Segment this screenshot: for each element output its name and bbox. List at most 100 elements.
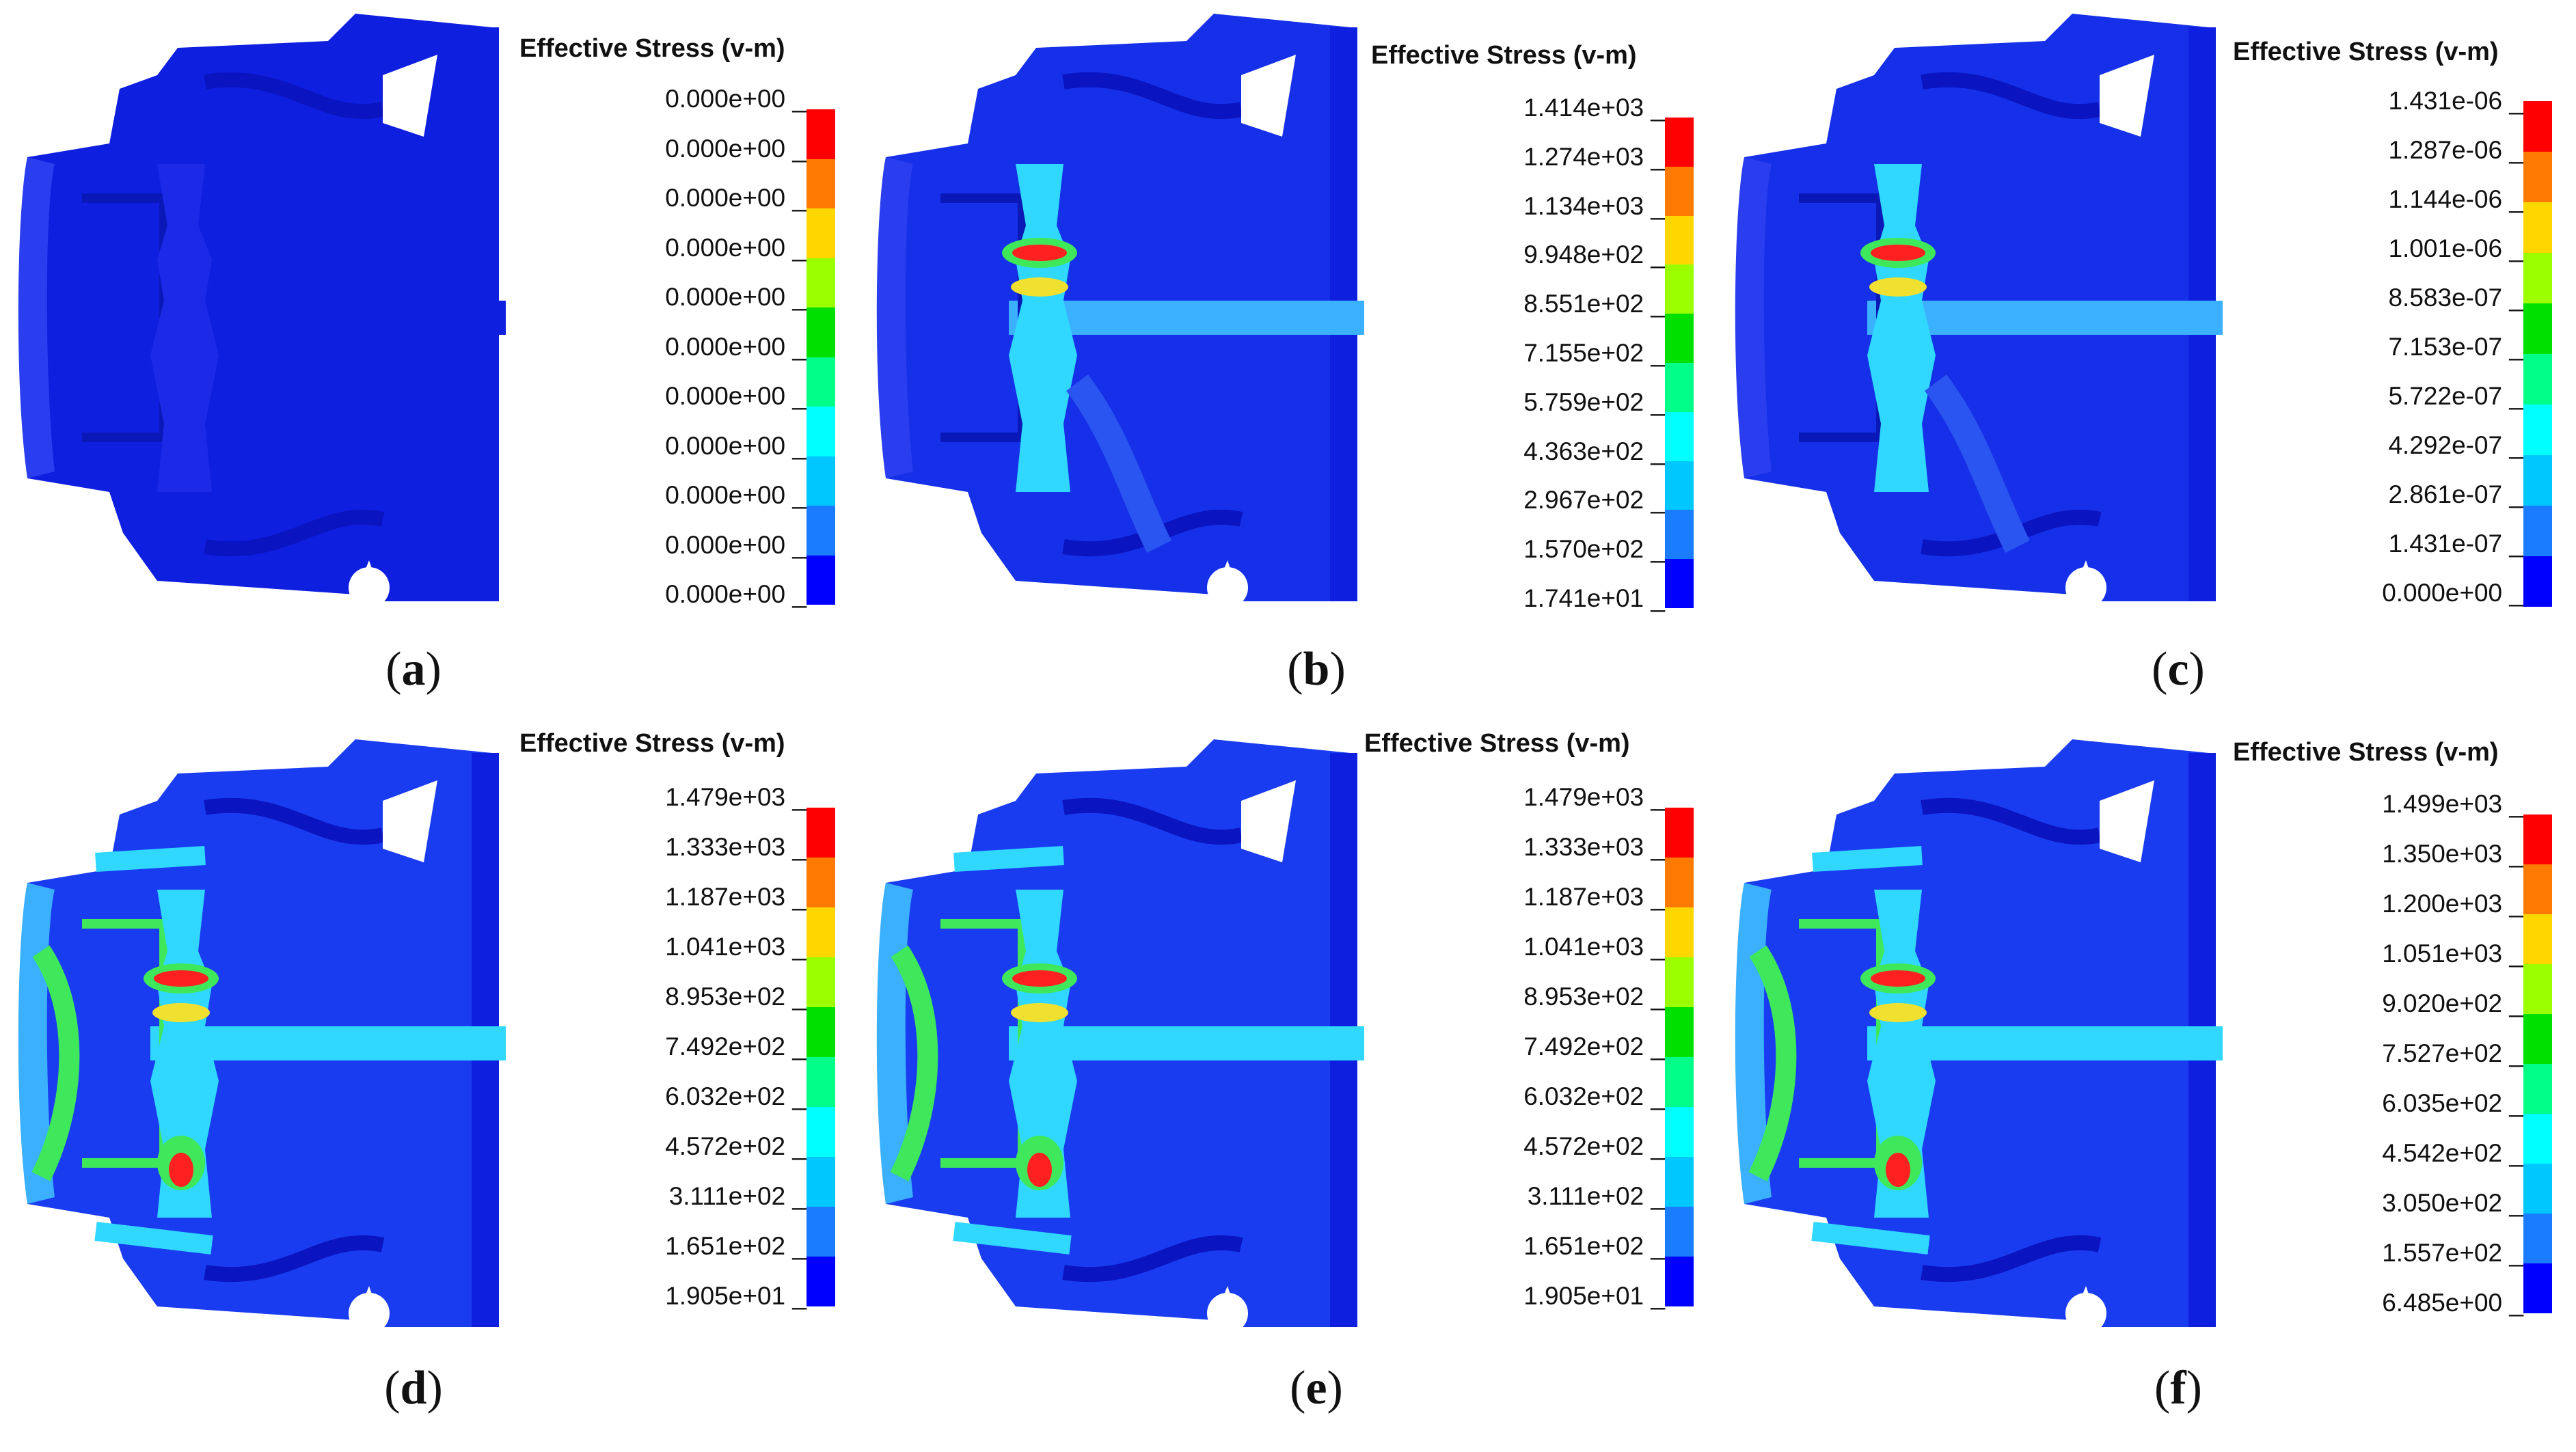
legend-tick-label: 0.000e+00 _ (665, 431, 806, 460)
legend-tick-label: 1.431e-06 _ (2388, 87, 2523, 115)
panel-a: Effective Stress (v-m) 0.000e+00 _ 0.000e… (0, 0, 858, 726)
legend-tick-label: 3.050e+02 _ (2382, 1189, 2523, 1217)
bottom-notch (349, 567, 390, 608)
stress-zone (1012, 245, 1067, 261)
colorbar (806, 808, 835, 1306)
legend-tick-label: 0.000e+00 _ (665, 283, 806, 311)
legend-title: Effective Stress (v-m) (1364, 729, 1630, 758)
upper-rib (204, 797, 385, 845)
legend-title: Effective Stress (v-m) (519, 34, 785, 63)
colorbar-segment (2523, 152, 2552, 202)
front-flange (876, 157, 913, 478)
simulation-render (876, 739, 1364, 1334)
colorbar-segment (806, 1257, 835, 1306)
legend-tick-label: 1.499e+03 _ (2382, 790, 2523, 818)
colorbar-segment (806, 456, 835, 506)
legend-tick-label: 4.572e+02 _ (1523, 1132, 1665, 1160)
colorbar-segment (2523, 1164, 2552, 1214)
colorbar-segment (1665, 1157, 1694, 1207)
legend-tick-label: 3.111e+02 _ (1527, 1182, 1665, 1210)
bottom-notch (1207, 1293, 1248, 1334)
colorbar-segment (806, 808, 835, 858)
caption: (b) (1287, 643, 1346, 696)
legend-title: Effective Stress (v-m) (2233, 738, 2499, 767)
legend-tick-label: 8.551e+02 _ (1523, 290, 1665, 318)
colorbar-segment (2523, 253, 2552, 303)
stress-zone (154, 970, 208, 987)
colorbar-segment (806, 1057, 835, 1107)
simulation-render (18, 739, 506, 1334)
colorbar-segment (1665, 411, 1694, 461)
legend-tick-label: 1.905e+01 _ (665, 1282, 806, 1310)
colorbar-segment (1665, 1207, 1694, 1257)
stress-band (1811, 1222, 1930, 1255)
colorbar (806, 109, 835, 605)
legend-tick-label: 5.759e+02 _ (1523, 387, 1665, 416)
colorbar-segment (2523, 506, 2552, 556)
legend-tick-label: 7.527e+02 _ (2382, 1039, 2523, 1067)
legend-tick-label: 6.035e+02 _ (2382, 1089, 2523, 1117)
colorbar-segment (806, 957, 835, 1007)
colorbar-segment (806, 109, 835, 159)
colorbar-segment (2523, 455, 2552, 506)
legend-tick-label: 1.350e+03 _ (2382, 840, 2523, 868)
colorbar-segment (806, 907, 835, 957)
stress-band (1924, 374, 2030, 553)
legend-tick-label: 7.492e+02 _ (665, 1032, 806, 1060)
legend-tick-label: 1.479e+03 _ (1523, 783, 1665, 811)
simulation-render (1735, 739, 2223, 1334)
simulation-render (876, 14, 1364, 608)
legend-tick-label: 1.651e+02 _ (665, 1232, 806, 1260)
colorbar-segment (806, 858, 835, 907)
legend-tick-label: 1.051e+03 _ (2382, 940, 2523, 968)
legend-tick-label: 1.187e+03 _ (1523, 883, 1665, 911)
legend-tick-label: 0.000e+00 _ (665, 184, 806, 212)
panel-f: Effective Stress (v-m) 1.499e+03 _ 1.350e… (1717, 726, 2575, 1451)
legend-tick-label: 1.479e+03 _ (665, 783, 806, 811)
caption: (a) (385, 643, 442, 696)
legend-tick-label: 2.861e-07 _ (2388, 480, 2523, 508)
legend-tick-label: 4.292e-07 _ (2388, 431, 2523, 459)
colorbar-segment (1665, 264, 1694, 314)
legend-tick-label: 6.485e+00 _ (2382, 1289, 2523, 1317)
legend-tick-label: 1.144e-06 _ (2388, 185, 2523, 213)
lower-rib (204, 509, 385, 557)
upper-window (383, 780, 437, 862)
legend-tick-label: 8.953e+02 _ (665, 983, 806, 1011)
panel-b: Effective Stress (v-m) 1.414e+03 _ 1.274e… (858, 0, 1717, 726)
colorbar-segment (2523, 814, 2552, 864)
colorbar (1665, 808, 1694, 1306)
legend-tick-label: 0.000e+00 _ (665, 332, 806, 361)
colorbar-segment (2523, 1263, 2552, 1313)
colorbar-segment (2523, 914, 2552, 964)
legend-tick-label: 1.041e+03 _ (665, 933, 806, 961)
legend-tick-label: 1.570e+02 _ (1523, 535, 1665, 564)
stress-band (95, 846, 206, 872)
colorbar-segment (2523, 1014, 2552, 1064)
legend-tick-label: 1.651e+02 _ (1523, 1232, 1665, 1260)
legend-tick-label: 9.020e+02 _ (2382, 989, 2523, 1017)
legend-tick-label: 1.200e+03 _ (2382, 890, 2523, 918)
colorbar-segment (806, 506, 835, 556)
colorbar-segment (1665, 559, 1694, 608)
upper-rib (1062, 72, 1243, 120)
colorbar-segment (1665, 215, 1694, 265)
legend-tick-label: 0.000e+00 _ (665, 233, 806, 262)
legend-tick-label: 1.134e+03 _ (1523, 191, 1665, 220)
colorbar-segment (2523, 202, 2552, 253)
colorbar-segment (1665, 1257, 1694, 1306)
colorbar-segment (1665, 166, 1694, 216)
legend-tick-label: 8.583e-07 _ (2388, 284, 2523, 312)
stress-band (1748, 945, 1797, 1181)
upper-window (2100, 55, 2154, 137)
upper-rib (204, 72, 385, 120)
colorbar-segment (1665, 907, 1694, 957)
simulation-render (18, 14, 506, 608)
legend-ticks: 1.479e+03 _ 1.333e+03 _ 1.187e+03 _ 1.041e+… (1474, 726, 1665, 1354)
upper-window (2100, 780, 2154, 862)
colorbar-segment (806, 1207, 835, 1257)
lower-rib (204, 1235, 385, 1283)
colorbar-segment (806, 555, 835, 605)
colorbar-segment (806, 1007, 835, 1057)
colorbar-segment (1665, 1057, 1694, 1107)
